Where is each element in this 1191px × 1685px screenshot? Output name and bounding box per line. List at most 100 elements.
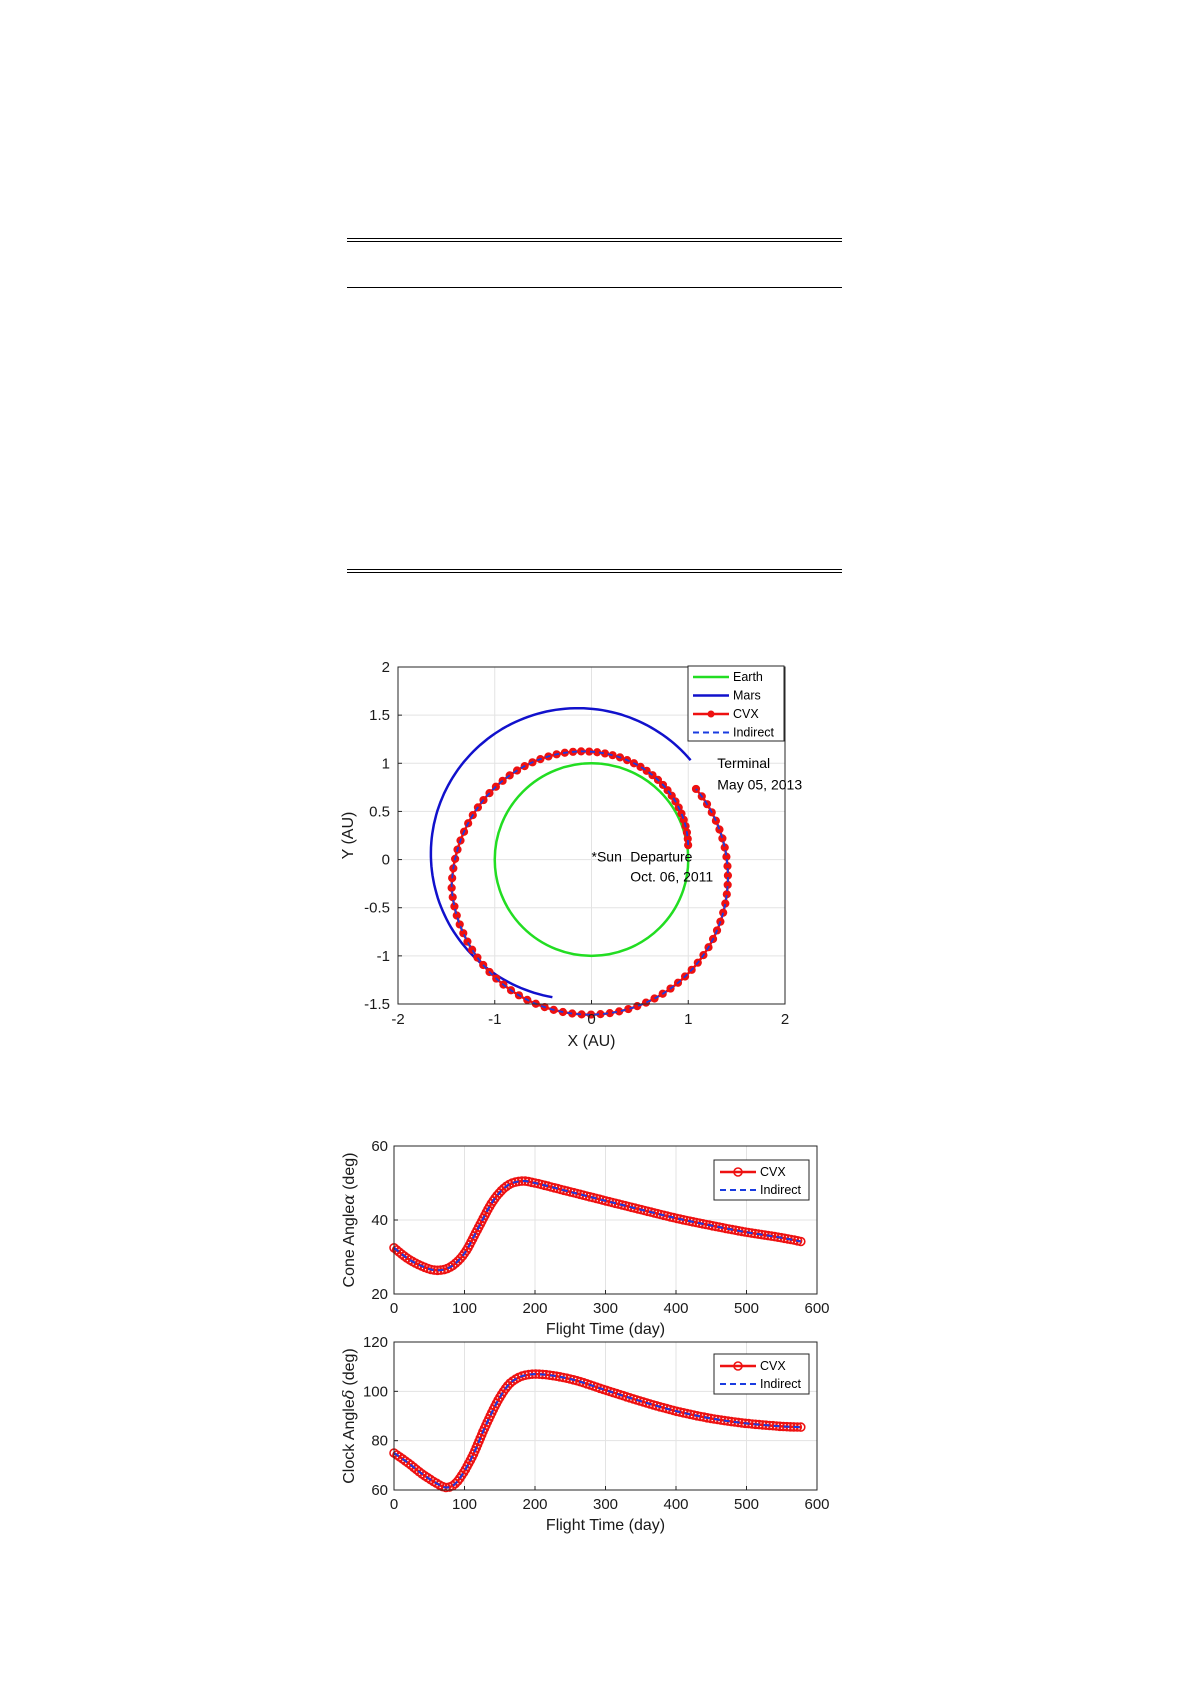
cvx-marker <box>478 1213 489 1224</box>
legend-label-indirect: Indirect <box>760 1377 802 1391</box>
cvx-marker <box>710 1221 721 1232</box>
cvx-marker <box>671 1213 682 1224</box>
cvx-marker <box>428 1476 439 1487</box>
cvx-marker <box>764 1420 775 1431</box>
cvx-marker <box>641 998 651 1007</box>
cvx-marker <box>667 791 676 800</box>
clock-plot-frame <box>393 1341 818 1491</box>
cvx-marker <box>795 1236 806 1247</box>
cvx-marker <box>577 1010 586 1019</box>
cvx-marker <box>439 1264 449 1275</box>
cvx-marker <box>512 766 522 775</box>
y-tick-label: 0 <box>382 852 390 869</box>
cvx-marker <box>568 747 578 756</box>
clock-ticks: 0 100 200 300 400 500 600 60 80 100 120 <box>363 1334 830 1513</box>
cvx-marker <box>389 1243 399 1253</box>
cvx-marker <box>699 1412 709 1422</box>
cvx-marker <box>719 908 728 917</box>
cvx-marker <box>498 1183 509 1194</box>
cvx-marker <box>653 775 663 784</box>
cvx-marker <box>615 753 625 762</box>
cvx-marker <box>468 945 477 954</box>
annotation-departure: Departure <box>630 848 692 864</box>
x-tick-label: 600 <box>804 1496 829 1513</box>
cvx-marker <box>445 1262 456 1272</box>
cvx-marker <box>629 1203 640 1213</box>
cvx-marker <box>458 1467 469 1478</box>
cvx-marker <box>452 1476 463 1486</box>
cvx-marker <box>661 1403 672 1414</box>
table-header-rule <box>347 287 842 288</box>
cvx-marker <box>778 1421 789 1432</box>
cvx-marker <box>468 811 477 820</box>
cone-ylabel-main: Cone Angle <box>341 1205 358 1288</box>
cvx-marker <box>468 1449 479 1459</box>
cvx-marker <box>505 771 514 780</box>
annotation-departure-date: Oct. 06, 2011 <box>630 869 713 885</box>
orbit-ticks: -2 -1 0 1 2 -1.5 -1 -0.5 0 0.5 1 1.5 2 <box>364 659 789 1028</box>
cvx-marker <box>598 1384 609 1395</box>
cvx-marker <box>684 841 693 850</box>
cvx-marker <box>681 822 690 831</box>
cvx-marker <box>608 1387 619 1398</box>
cvx-marker <box>399 1251 410 1261</box>
cvx-marker <box>723 880 732 889</box>
cvx-line <box>393 1179 802 1272</box>
cvx-marker <box>726 1416 737 1427</box>
cvx-marker <box>432 1265 443 1276</box>
cvx-marker <box>442 1263 453 1274</box>
cvx-marker <box>638 1397 649 1407</box>
cvx-marker <box>531 999 540 1008</box>
cvx-marker <box>575 1376 586 1387</box>
cvx-marker <box>510 1177 521 1187</box>
cvx-marker <box>629 759 639 768</box>
cvx-marker <box>591 1193 602 1204</box>
cvx-marker <box>716 1415 726 1425</box>
cvx-marker <box>646 1207 656 1217</box>
cvx-marker <box>562 1186 573 1196</box>
cvx-marker <box>513 1372 524 1383</box>
cvx-marker <box>604 1196 614 1207</box>
cvx-marker <box>633 1204 643 1214</box>
clock-grid <box>393 1341 818 1491</box>
cvx-marker <box>520 1370 531 1380</box>
cvx-marker <box>492 974 501 983</box>
cvx-marker <box>688 1410 699 1420</box>
cvx-marker <box>452 911 461 920</box>
table-bottom-rule <box>347 569 842 570</box>
cvx-marker <box>473 953 482 962</box>
table-top-rule <box>347 238 842 239</box>
cvx-marker <box>736 1418 747 1428</box>
cvx-marker <box>712 1414 723 1425</box>
cone-legend-box <box>713 1159 810 1201</box>
indirect-line <box>393 1373 801 1489</box>
cvx-marker <box>779 1233 790 1244</box>
cvx-marker <box>704 1220 715 1230</box>
cvx-marker <box>473 1222 484 1232</box>
cvx-marker <box>471 1442 482 1453</box>
cvx-marker <box>631 1395 642 1405</box>
cvx-marker <box>464 1240 475 1250</box>
cvx-marker <box>528 758 537 767</box>
cvx-marker <box>702 800 712 809</box>
cvx-marker <box>613 1199 624 1209</box>
cvx-marker <box>747 1419 758 1429</box>
cvx-marker <box>558 1007 567 1017</box>
cvx-marker <box>466 1237 476 1247</box>
x-tick-label: 0 <box>587 1011 595 1028</box>
cvx-marker <box>608 751 617 760</box>
cvx-marker <box>476 1430 487 1440</box>
cvx-marker <box>792 1236 803 1246</box>
cvx-marker <box>593 748 602 757</box>
clock-ylabel-greek: δ <box>339 1390 358 1400</box>
cone-ylabel-greek: α <box>339 1194 358 1205</box>
cvx-marker <box>743 1227 754 1238</box>
clock-x-axis-label: Flight Time (day) <box>546 1517 665 1534</box>
cvx-marker <box>411 1464 422 1475</box>
legend-marker <box>733 1361 743 1371</box>
cvx-marker <box>723 1416 733 1426</box>
cvx-marker <box>435 1265 446 1275</box>
y-tick-label: 60 <box>371 1138 388 1155</box>
cvx-marker <box>544 1370 555 1380</box>
cvx-marker <box>782 1234 793 1244</box>
